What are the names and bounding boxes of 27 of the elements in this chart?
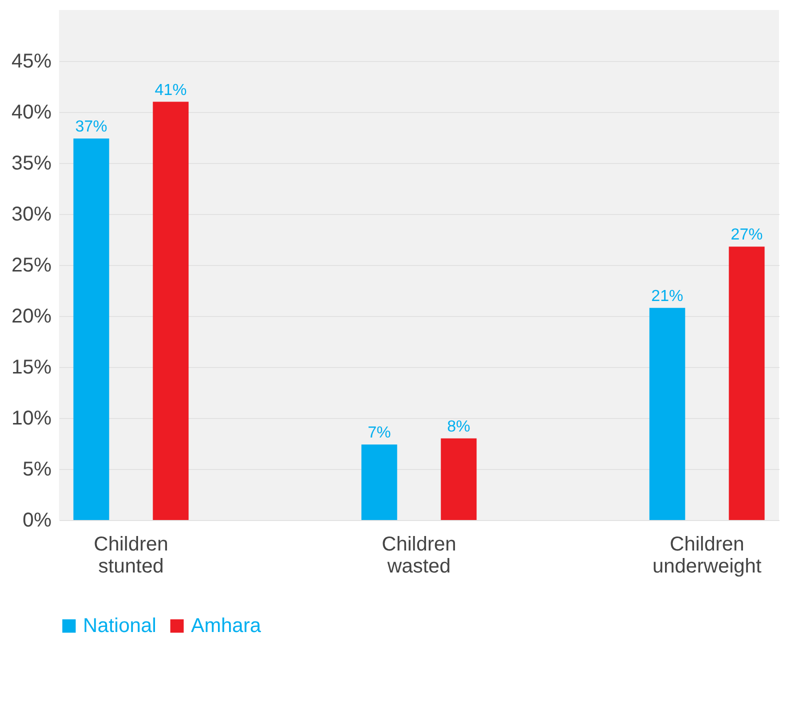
data-label: 7%: [368, 424, 391, 442]
legend-label: Amhara: [191, 615, 262, 637]
y-tick-label: 30%: [11, 204, 52, 226]
y-tick-label: 20%: [11, 306, 52, 328]
y-tick-label: 10%: [11, 408, 52, 430]
bar: [649, 308, 686, 520]
data-label: 37%: [75, 118, 108, 136]
legend-label: National: [83, 615, 156, 637]
data-label: 41%: [154, 82, 187, 99]
x-tick-label: Children stunted: [94, 534, 168, 578]
y-tick-label: 0%: [22, 510, 52, 532]
y-tick-label: 15%: [11, 356, 52, 378]
x-tick-label: Children underweight: [652, 534, 762, 578]
data-label: 21%: [651, 288, 684, 305]
bar: [440, 438, 477, 520]
y-tick-label: 35%: [11, 152, 52, 174]
y-tick-label: 5%: [22, 458, 52, 480]
bar: [152, 102, 189, 520]
bar: [728, 246, 765, 520]
data-label: 27%: [730, 226, 763, 244]
y-tick-label: 25%: [11, 254, 52, 276]
bar: [73, 138, 110, 520]
x-tick-label: Children wasted: [382, 534, 456, 578]
y-tick-label: 40%: [11, 102, 52, 124]
y-tick-label: 45%: [11, 50, 52, 72]
data-label: 8%: [447, 418, 470, 436]
bar: [361, 444, 398, 520]
